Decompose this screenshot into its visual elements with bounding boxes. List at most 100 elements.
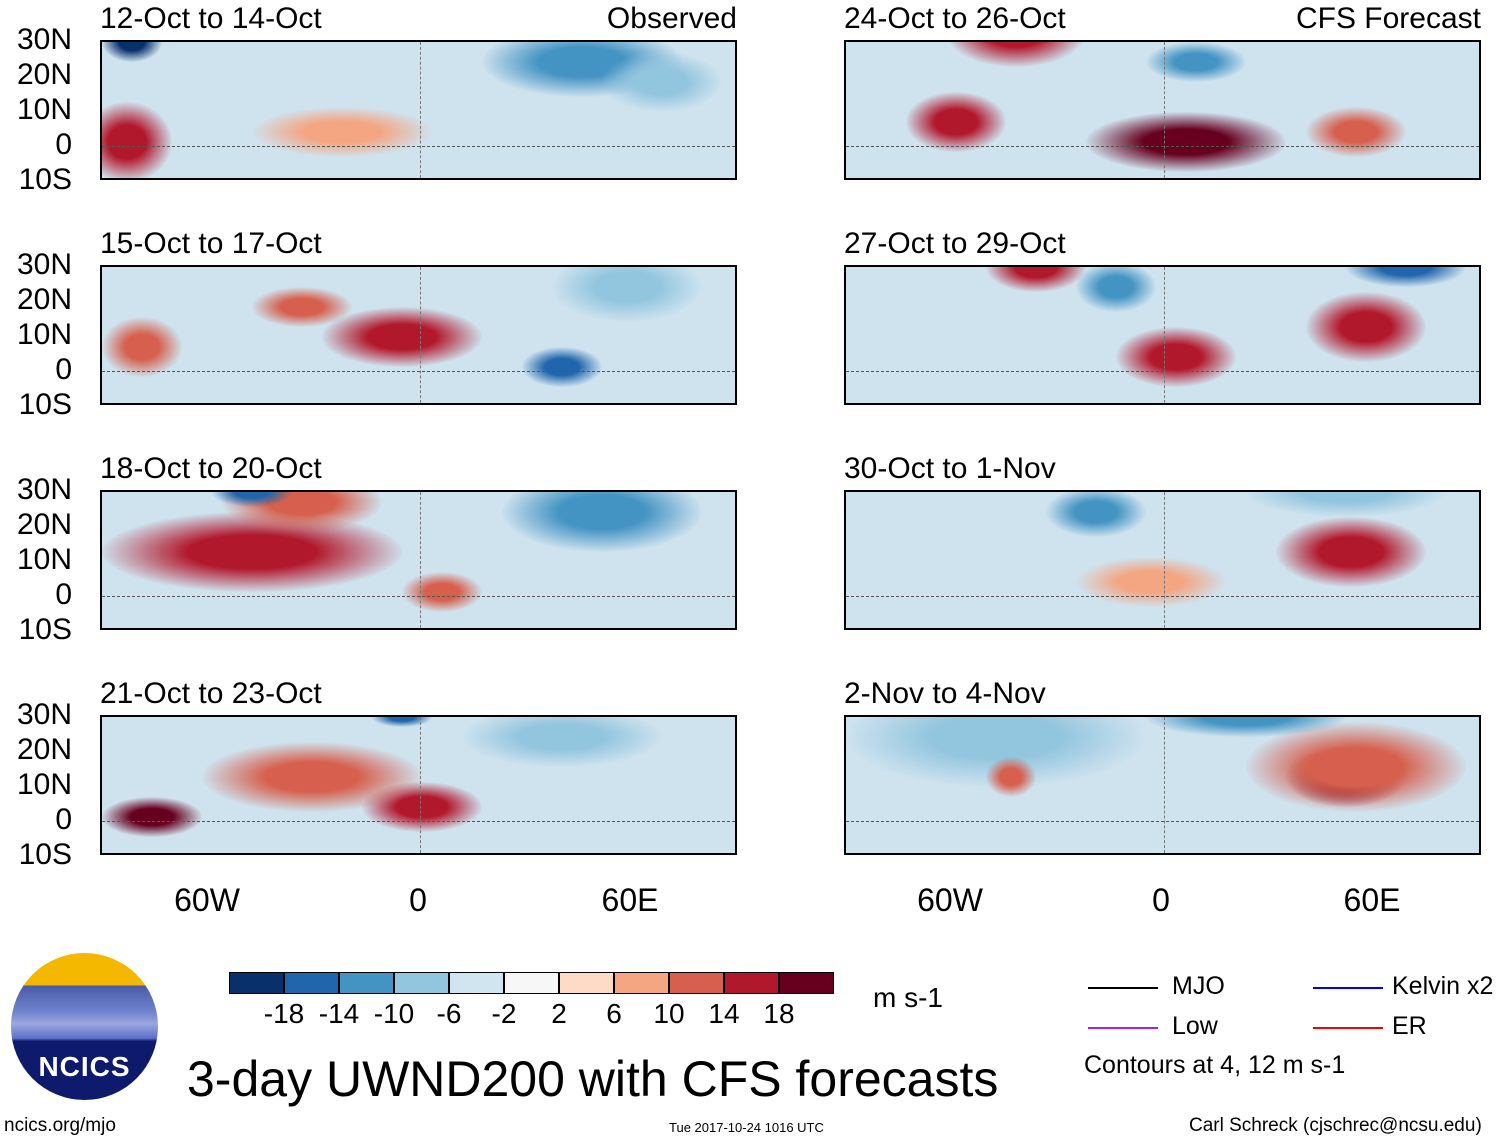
y-tick-label: 0 xyxy=(55,803,72,836)
y-tick-label: 20N xyxy=(16,508,72,541)
y-tick-label: 10S xyxy=(18,838,72,871)
colorbar-label: 2 xyxy=(551,998,567,1029)
footer-url[interactable]: ncics.org/mjo xyxy=(4,1115,116,1136)
anomaly-shading xyxy=(402,572,482,612)
colorbar-label: -14 xyxy=(318,998,360,1029)
y-tick-label: 20N xyxy=(16,733,72,766)
y-tick-label: 0 xyxy=(55,578,72,611)
y-tick-label: 30N xyxy=(16,473,72,506)
anomaly-shading xyxy=(1076,557,1226,607)
colorbar-swatch xyxy=(229,972,284,994)
prime-meridian-line xyxy=(1164,717,1165,853)
colorbar-swatch xyxy=(669,972,724,994)
panel-title: 15-Oct to 17-Oct xyxy=(100,227,322,260)
anomaly-shading xyxy=(1086,112,1286,172)
colorbar-swatch xyxy=(559,972,614,994)
anomaly-shading xyxy=(212,492,292,507)
y-tick-label: 20N xyxy=(16,58,72,91)
x-tick-label: 60E xyxy=(1343,882,1401,918)
colorbar-swatch xyxy=(449,972,504,994)
y-tick-label: 30N xyxy=(16,23,72,56)
colorbar-label: -10 xyxy=(373,998,415,1029)
anomaly-shading xyxy=(1246,722,1466,812)
prime-meridian-line xyxy=(420,717,421,853)
x-tick-label: 60E xyxy=(601,882,659,918)
y-tick-label: 10S xyxy=(18,388,72,421)
anomaly-shading xyxy=(102,42,162,62)
y-tick-label: 30N xyxy=(16,698,72,731)
anomaly-shading xyxy=(252,287,352,327)
panel-title: 27-Oct to 29-Oct xyxy=(844,227,1066,260)
map-panel xyxy=(844,490,1481,630)
colorbar-swatch xyxy=(724,972,779,994)
map-panel xyxy=(100,490,737,630)
prime-meridian-line xyxy=(1164,492,1165,628)
panel-title: 21-Oct to 23-Oct xyxy=(100,677,322,710)
colorbar-label: 18 xyxy=(763,998,795,1029)
x-tick-label: 60W xyxy=(917,882,983,918)
y-tick-label: 10S xyxy=(18,163,72,196)
colorbar-units: m s-1 xyxy=(873,982,943,1013)
legend-mjo-label: MJO xyxy=(1172,972,1225,1000)
anomaly-shading xyxy=(502,492,702,552)
x-tick-label: 0 xyxy=(1152,882,1170,918)
prime-meridian-line xyxy=(420,267,421,403)
map-panel xyxy=(844,715,1481,855)
prime-meridian-line xyxy=(420,42,421,178)
equator-line xyxy=(102,821,735,822)
legend-er-label: ER xyxy=(1392,1012,1427,1040)
equator-line xyxy=(102,596,735,597)
anomaly-shading xyxy=(552,267,702,322)
y-tick-label: 10N xyxy=(16,93,72,126)
panel-title: 24-Oct to 26-Oct xyxy=(844,2,1066,35)
footer-credit: Carl Schreck (cjschrec@ncsu.edu) xyxy=(1189,1115,1482,1136)
panel-source-tag: CFS Forecast xyxy=(1295,2,1481,35)
y-tick-label: 10N xyxy=(16,543,72,576)
colorbar-swatch xyxy=(779,972,834,994)
anomaly-shading xyxy=(322,307,482,367)
equator-line xyxy=(846,821,1479,822)
map-panel xyxy=(844,40,1481,180)
anomaly-shading xyxy=(1306,107,1406,157)
map-panel xyxy=(100,40,737,180)
colorbar-label: -18 xyxy=(263,998,305,1029)
anomaly-shading xyxy=(906,92,1006,152)
colorbar-swatch xyxy=(394,972,449,994)
anomaly-shading xyxy=(1046,492,1146,537)
map-panel xyxy=(100,265,737,405)
panel-title: 12-Oct to 14-Oct xyxy=(100,2,322,35)
equator-line xyxy=(102,371,735,372)
prime-meridian-line xyxy=(1164,267,1165,403)
anomaly-shading xyxy=(946,42,1086,67)
anomaly-shading xyxy=(1306,292,1426,362)
panel-title: 18-Oct to 20-Oct xyxy=(100,452,322,485)
colorbar-swatch xyxy=(284,972,339,994)
ncics-logo: NCICS xyxy=(11,953,158,1100)
anomaly-shading xyxy=(602,52,722,112)
footer-timestamp: Tue 2017-10-24 1016 UTC xyxy=(669,1120,824,1135)
x-tick-label: 60W xyxy=(174,882,240,918)
panel-title: 30-Oct to 1-Nov xyxy=(844,452,1056,485)
panel-source-tag: Observed xyxy=(606,2,737,35)
legend-kelvin-line xyxy=(1313,987,1383,989)
colorbar-label: -2 xyxy=(491,998,517,1029)
y-tick-label: 0 xyxy=(55,128,72,161)
legend-kelvin-label: Kelvin x2 xyxy=(1392,972,1494,1000)
colorbar-label: 10 xyxy=(653,998,685,1029)
y-tick-label: 10N xyxy=(16,768,72,801)
colorbar-swatch xyxy=(504,972,559,994)
colorbar-swatch xyxy=(339,972,394,994)
anomaly-shading xyxy=(986,757,1036,797)
equator-line xyxy=(102,146,735,147)
anomaly-shading xyxy=(1146,717,1346,737)
map-panel xyxy=(100,715,737,855)
legend-low-label: Low xyxy=(1172,1012,1218,1040)
anomaly-shading xyxy=(1246,492,1446,517)
anomaly-shading xyxy=(1116,327,1236,387)
anomaly-shading xyxy=(202,742,422,812)
panel-title: 2-Nov to 4-Nov xyxy=(844,677,1046,710)
anomaly-shading xyxy=(462,717,662,767)
map-panel xyxy=(844,265,1481,405)
colorbar-label: -6 xyxy=(436,998,462,1029)
equator-line xyxy=(846,596,1479,597)
